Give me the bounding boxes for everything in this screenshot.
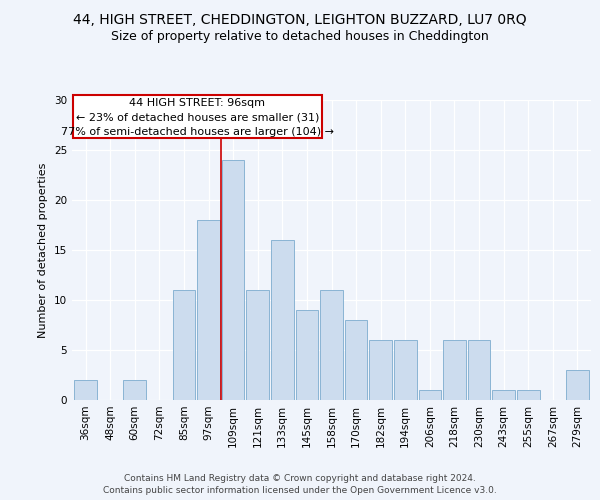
- Bar: [443, 340, 466, 400]
- Text: Contains public sector information licensed under the Open Government Licence v3: Contains public sector information licen…: [103, 486, 497, 495]
- Bar: [296, 310, 318, 400]
- Bar: [345, 320, 367, 400]
- Bar: [468, 340, 490, 400]
- FancyBboxPatch shape: [73, 95, 322, 138]
- Bar: [517, 390, 539, 400]
- Bar: [173, 290, 195, 400]
- Bar: [370, 340, 392, 400]
- Text: Size of property relative to detached houses in Cheddington: Size of property relative to detached ho…: [111, 30, 489, 43]
- Bar: [222, 160, 244, 400]
- Text: ← 23% of detached houses are smaller (31): ← 23% of detached houses are smaller (31…: [76, 113, 319, 123]
- Bar: [566, 370, 589, 400]
- Y-axis label: Number of detached properties: Number of detached properties: [38, 162, 49, 338]
- Bar: [419, 390, 441, 400]
- Bar: [271, 240, 293, 400]
- Bar: [320, 290, 343, 400]
- Text: 44, HIGH STREET, CHEDDINGTON, LEIGHTON BUZZARD, LU7 0RQ: 44, HIGH STREET, CHEDDINGTON, LEIGHTON B…: [73, 12, 527, 26]
- Bar: [394, 340, 416, 400]
- Bar: [74, 380, 97, 400]
- Bar: [124, 380, 146, 400]
- Bar: [247, 290, 269, 400]
- Text: 44 HIGH STREET: 96sqm: 44 HIGH STREET: 96sqm: [130, 98, 265, 108]
- Bar: [197, 220, 220, 400]
- Text: 77% of semi-detached houses are larger (104) →: 77% of semi-detached houses are larger (…: [61, 127, 334, 137]
- Bar: [493, 390, 515, 400]
- Text: Contains HM Land Registry data © Crown copyright and database right 2024.: Contains HM Land Registry data © Crown c…: [124, 474, 476, 483]
